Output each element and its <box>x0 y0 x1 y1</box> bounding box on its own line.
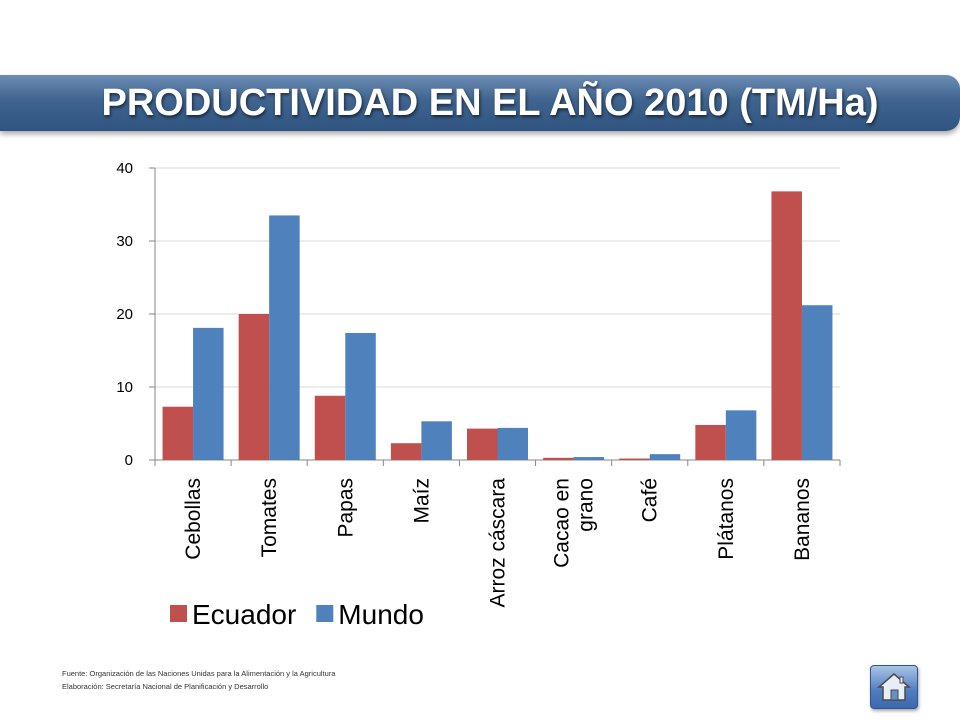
page-title: PRODUCTIVIDAD EN EL AÑO 2010 (TM/Ha) <box>101 81 879 124</box>
bar-ecuador <box>695 424 726 460</box>
x-tick-label: Bananos <box>791 478 814 561</box>
x-tick-label: Cebollas <box>182 478 205 560</box>
bar-mundo <box>193 327 224 460</box>
y-tick-label: 30 <box>116 233 133 250</box>
legend-label: Mundo <box>338 599 424 630</box>
bar-mundo <box>573 457 605 460</box>
bar-mundo <box>801 305 833 460</box>
x-tick-label: Plátanos <box>715 478 738 560</box>
home-icon <box>877 673 911 701</box>
home-button[interactable] <box>870 665 918 709</box>
x-tick-label: Café <box>639 478 662 522</box>
bar-mundo <box>497 427 528 460</box>
x-tick-label: Tomates <box>258 478 281 557</box>
bar-ecuador <box>543 457 574 460</box>
x-tick-label: Papas <box>334 478 357 538</box>
bar-ecuador <box>314 395 346 460</box>
bar-ecuador <box>162 406 194 460</box>
x-tick-label: Maíz <box>410 478 433 524</box>
footnote-elaboration: Elaboración: Secretaría Nacional de Plan… <box>62 682 269 691</box>
y-tick-label: 0 <box>125 452 133 469</box>
title-banner <box>0 75 960 131</box>
y-tick-label: 40 <box>116 160 133 177</box>
bar-mundo <box>345 332 376 460</box>
x-tick-label: Arroz cáscara <box>487 478 510 608</box>
bar-mundo <box>725 410 757 460</box>
legend-label: Ecuador <box>192 599 296 630</box>
bar-ecuador <box>771 191 802 461</box>
bar-ecuador <box>467 428 498 460</box>
footnote-source: Fuente: Organización de las Naciones Uni… <box>62 669 336 678</box>
bar-ecuador <box>619 458 650 460</box>
bar-ecuador <box>390 443 422 460</box>
legend-swatch-mundo <box>316 605 334 622</box>
x-tick-label: Cacao engrano <box>551 478 598 568</box>
legend-swatch-ecuador <box>170 605 187 622</box>
bar-mundo <box>649 454 681 460</box>
bar-mundo <box>421 421 452 460</box>
bar-ecuador <box>238 314 270 460</box>
y-tick-label: 10 <box>116 379 133 396</box>
y-tick-label: 20 <box>116 306 133 323</box>
bar-mundo <box>269 215 300 460</box>
